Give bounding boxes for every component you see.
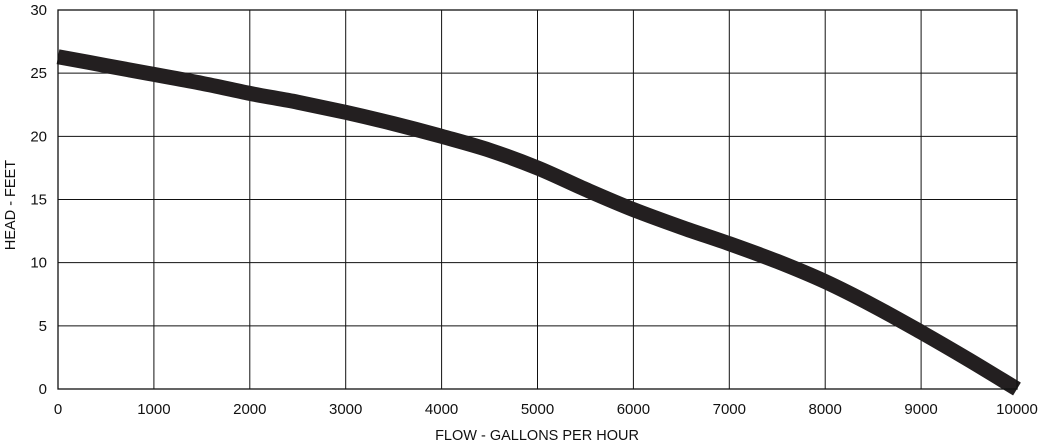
y-tick-label: 20 — [30, 128, 47, 145]
y-tick-label: 5 — [39, 318, 47, 335]
x-tick-label: 1000 — [137, 401, 170, 418]
x-tick-label: 5000 — [521, 401, 554, 418]
x-tick-label: 4000 — [425, 401, 458, 418]
x-tick-label: 10000 — [996, 401, 1038, 418]
x-tick-label: 2000 — [233, 401, 266, 418]
y-tick-label: 15 — [30, 192, 47, 209]
grid — [57, 9, 1018, 390]
tick-labels: 0 1000 2000 3000 4000 5000 6000 7000 8000 9000 100… — [30, 2, 1038, 418]
x-tick-label: 7000 — [713, 401, 746, 418]
x-tick-label: 8000 — [809, 401, 842, 418]
series-layer — [56, 49, 1021, 396]
plot-frame — [57, 9, 1018, 390]
x-tick-label: 6000 — [617, 401, 650, 418]
x-tick-label: 9000 — [904, 401, 937, 418]
y-tick-label: 25 — [30, 65, 47, 82]
performance-curve — [56, 49, 1021, 396]
x-tick-label: 0 — [54, 401, 62, 418]
y-axis-title: HEAD - FEET — [3, 160, 19, 250]
x-axis-title: FLOW - GALLONS PER HOUR — [435, 428, 639, 444]
y-tick-label: 30 — [30, 2, 47, 19]
x-tick-label: 3000 — [329, 401, 362, 418]
y-tick-label: 10 — [30, 255, 47, 272]
y-tick-label: 0 — [39, 381, 47, 398]
